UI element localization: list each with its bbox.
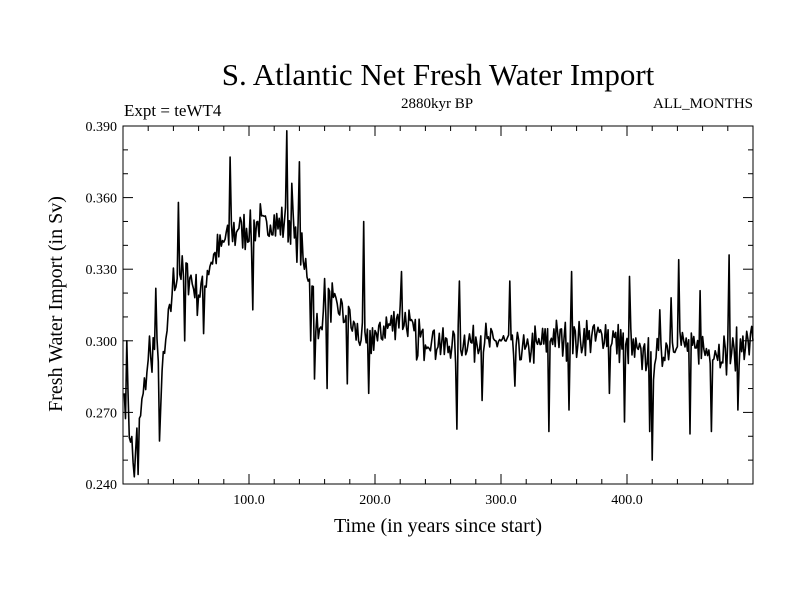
y-tick-label: 0.300 xyxy=(86,335,118,350)
y-tick-label: 0.360 xyxy=(86,192,118,207)
series-line xyxy=(123,130,754,478)
y-tick-label: 0.270 xyxy=(86,406,118,421)
x-tick-label: 400.0 xyxy=(611,493,643,508)
y-tick-label: 0.390 xyxy=(86,120,118,135)
y-axis-label: Fresh Water Import (in Sv) xyxy=(45,196,67,412)
expt-label: Expt = teWT4 xyxy=(124,101,222,120)
months-label: ALL_MONTHS xyxy=(653,96,753,112)
epoch-label: 2880kyr BP xyxy=(401,96,473,112)
x-tick-label: 200.0 xyxy=(359,493,391,508)
chart-title: S. Atlantic Net Fresh Water Import xyxy=(222,57,655,92)
x-tick-label: 100.0 xyxy=(233,493,265,508)
x-tick-label: 300.0 xyxy=(485,493,517,508)
x-axis-label: Time (in years since start) xyxy=(334,515,542,537)
plot-area: 100.0 200.0 300.0 400.0 0.240 0.270 0.300 0.330… xyxy=(86,120,754,508)
y-tick-label: 0.240 xyxy=(86,478,118,493)
plot-frame xyxy=(122,125,754,485)
y-tick-label: 0.330 xyxy=(86,263,118,278)
